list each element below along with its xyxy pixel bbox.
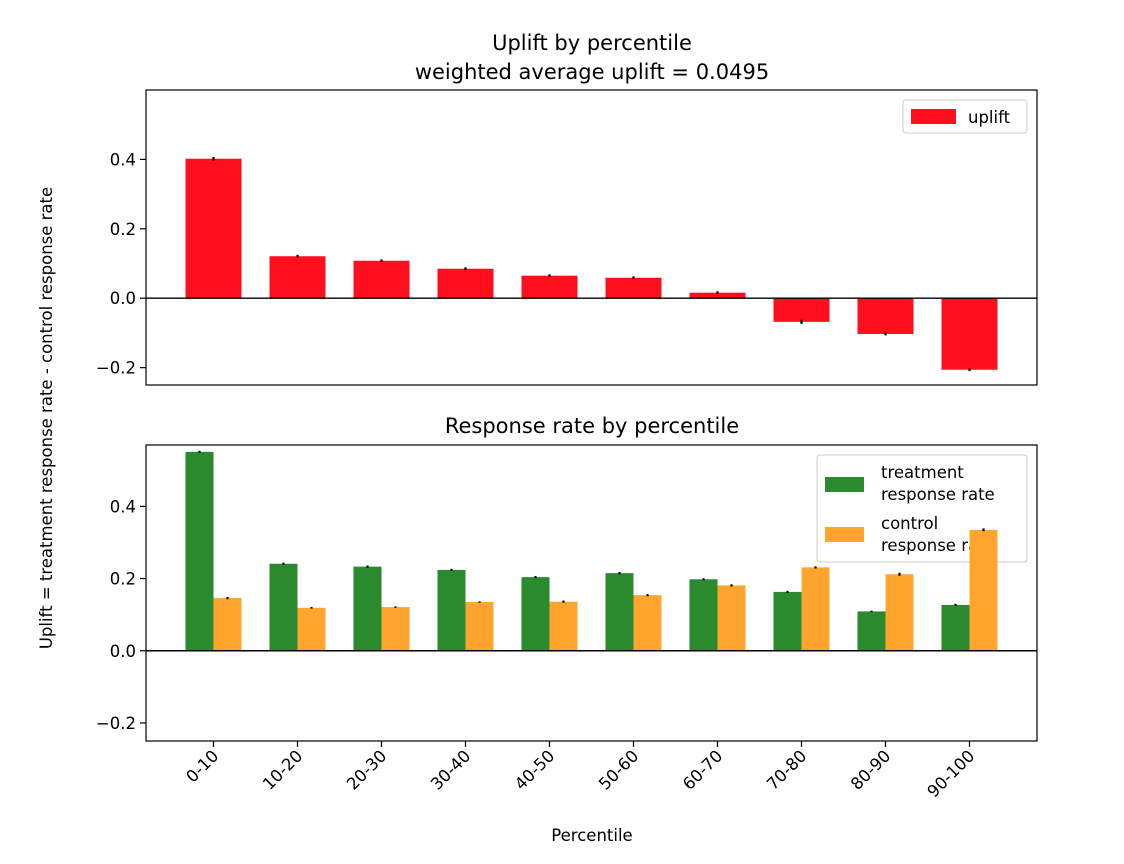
- x-tick-label: 80-90: [847, 746, 894, 793]
- control-bar: [213, 598, 242, 651]
- control-legend-label-line1: control: [881, 514, 938, 533]
- control-bar: [297, 607, 326, 651]
- treatment-bar: [185, 451, 214, 651]
- control-bar: [801, 567, 830, 651]
- control-bar: [885, 574, 914, 651]
- control-bar: [465, 602, 494, 651]
- x-tick-label: 0-10: [182, 746, 222, 786]
- treatment-bar: [269, 563, 298, 651]
- treatment-bar: [857, 611, 886, 651]
- treatment-bar: [941, 604, 970, 651]
- uplift-bar: [437, 268, 494, 299]
- top-chart-subtitle: weighted average uplift = 0.0495: [415, 60, 769, 84]
- uplift-plot-area: 0.4 0.2 0.0 −0.2 uplift: [96, 89, 1038, 386]
- treatment-legend-label-line2: response rate: [881, 485, 995, 504]
- x-tick-label: 90-100: [924, 746, 979, 801]
- control-bar: [717, 585, 746, 651]
- treatment-legend-label-line1: treatment: [881, 463, 964, 482]
- control-legend-label-line2: response rate: [881, 536, 995, 555]
- x-tick-label: 40-50: [511, 746, 558, 793]
- uplift-legend: uplift: [902, 99, 1028, 134]
- response-y-tick-label: 0.0: [110, 642, 136, 661]
- control-bar: [633, 595, 662, 651]
- uplift-bar: [857, 298, 914, 334]
- response-plot-frame: [145, 444, 1038, 742]
- uplift-bar: [521, 275, 578, 299]
- uplift-bar: [689, 292, 746, 299]
- uplift-bar: [185, 158, 242, 299]
- uplift-bar: [353, 260, 410, 299]
- x-tick-label: 60-70: [679, 746, 726, 793]
- treatment-bar: [689, 579, 718, 651]
- x-tick-label: 20-30: [343, 746, 390, 793]
- x-tick-label: 70-80: [763, 746, 810, 793]
- uplift-legend-box: [902, 99, 1028, 134]
- response-y-tick-label: 0.4: [110, 497, 136, 516]
- top-chart-title: Uplift by percentile: [492, 31, 692, 55]
- control-bar: [381, 607, 410, 651]
- uplift-plot-frame: [145, 89, 1038, 386]
- uplift-legend-label: uplift: [968, 108, 1011, 127]
- response-y-tick-label: 0.2: [110, 570, 136, 589]
- response-y-tick-label: −0.2: [96, 714, 136, 733]
- uplift-y-tick-label: 0.2: [110, 220, 136, 239]
- response-rate-plot-area: 0.4 0.2 0.0 −0.2 treatment response rate contr…: [96, 444, 1038, 801]
- x-tick-label: 50-60: [595, 746, 642, 793]
- treatment-bar: [437, 569, 466, 651]
- x-axis-label: Percentile: [551, 826, 632, 845]
- x-tick-label: 10-20: [259, 746, 306, 793]
- control-bar: [969, 529, 998, 651]
- treatment-bar: [521, 577, 550, 651]
- uplift-y-tick-label: 0.4: [110, 150, 136, 169]
- uplift-legend-swatch: [911, 109, 956, 124]
- treatment-bar: [353, 566, 382, 651]
- uplift-bar: [941, 298, 998, 370]
- y-axis-label: Uplift = treatment response rate - contr…: [37, 187, 56, 649]
- uplift-plot-background: [146, 90, 1037, 385]
- uplift-y-tick-label: −0.2: [96, 359, 136, 378]
- uplift-bar: [269, 256, 326, 299]
- uplift-bar: [605, 277, 662, 299]
- treatment-bar: [773, 591, 802, 651]
- control-legend-swatch: [825, 527, 864, 542]
- treatment-bar: [605, 573, 634, 651]
- uplift-bar: [773, 298, 830, 322]
- treatment-legend-swatch: [825, 477, 864, 492]
- x-tick-label: 30-40: [427, 746, 474, 793]
- bottom-chart-title: Response rate by percentile: [445, 414, 739, 438]
- control-bar: [549, 601, 578, 651]
- uplift-y-tick-label: 0.0: [110, 289, 136, 308]
